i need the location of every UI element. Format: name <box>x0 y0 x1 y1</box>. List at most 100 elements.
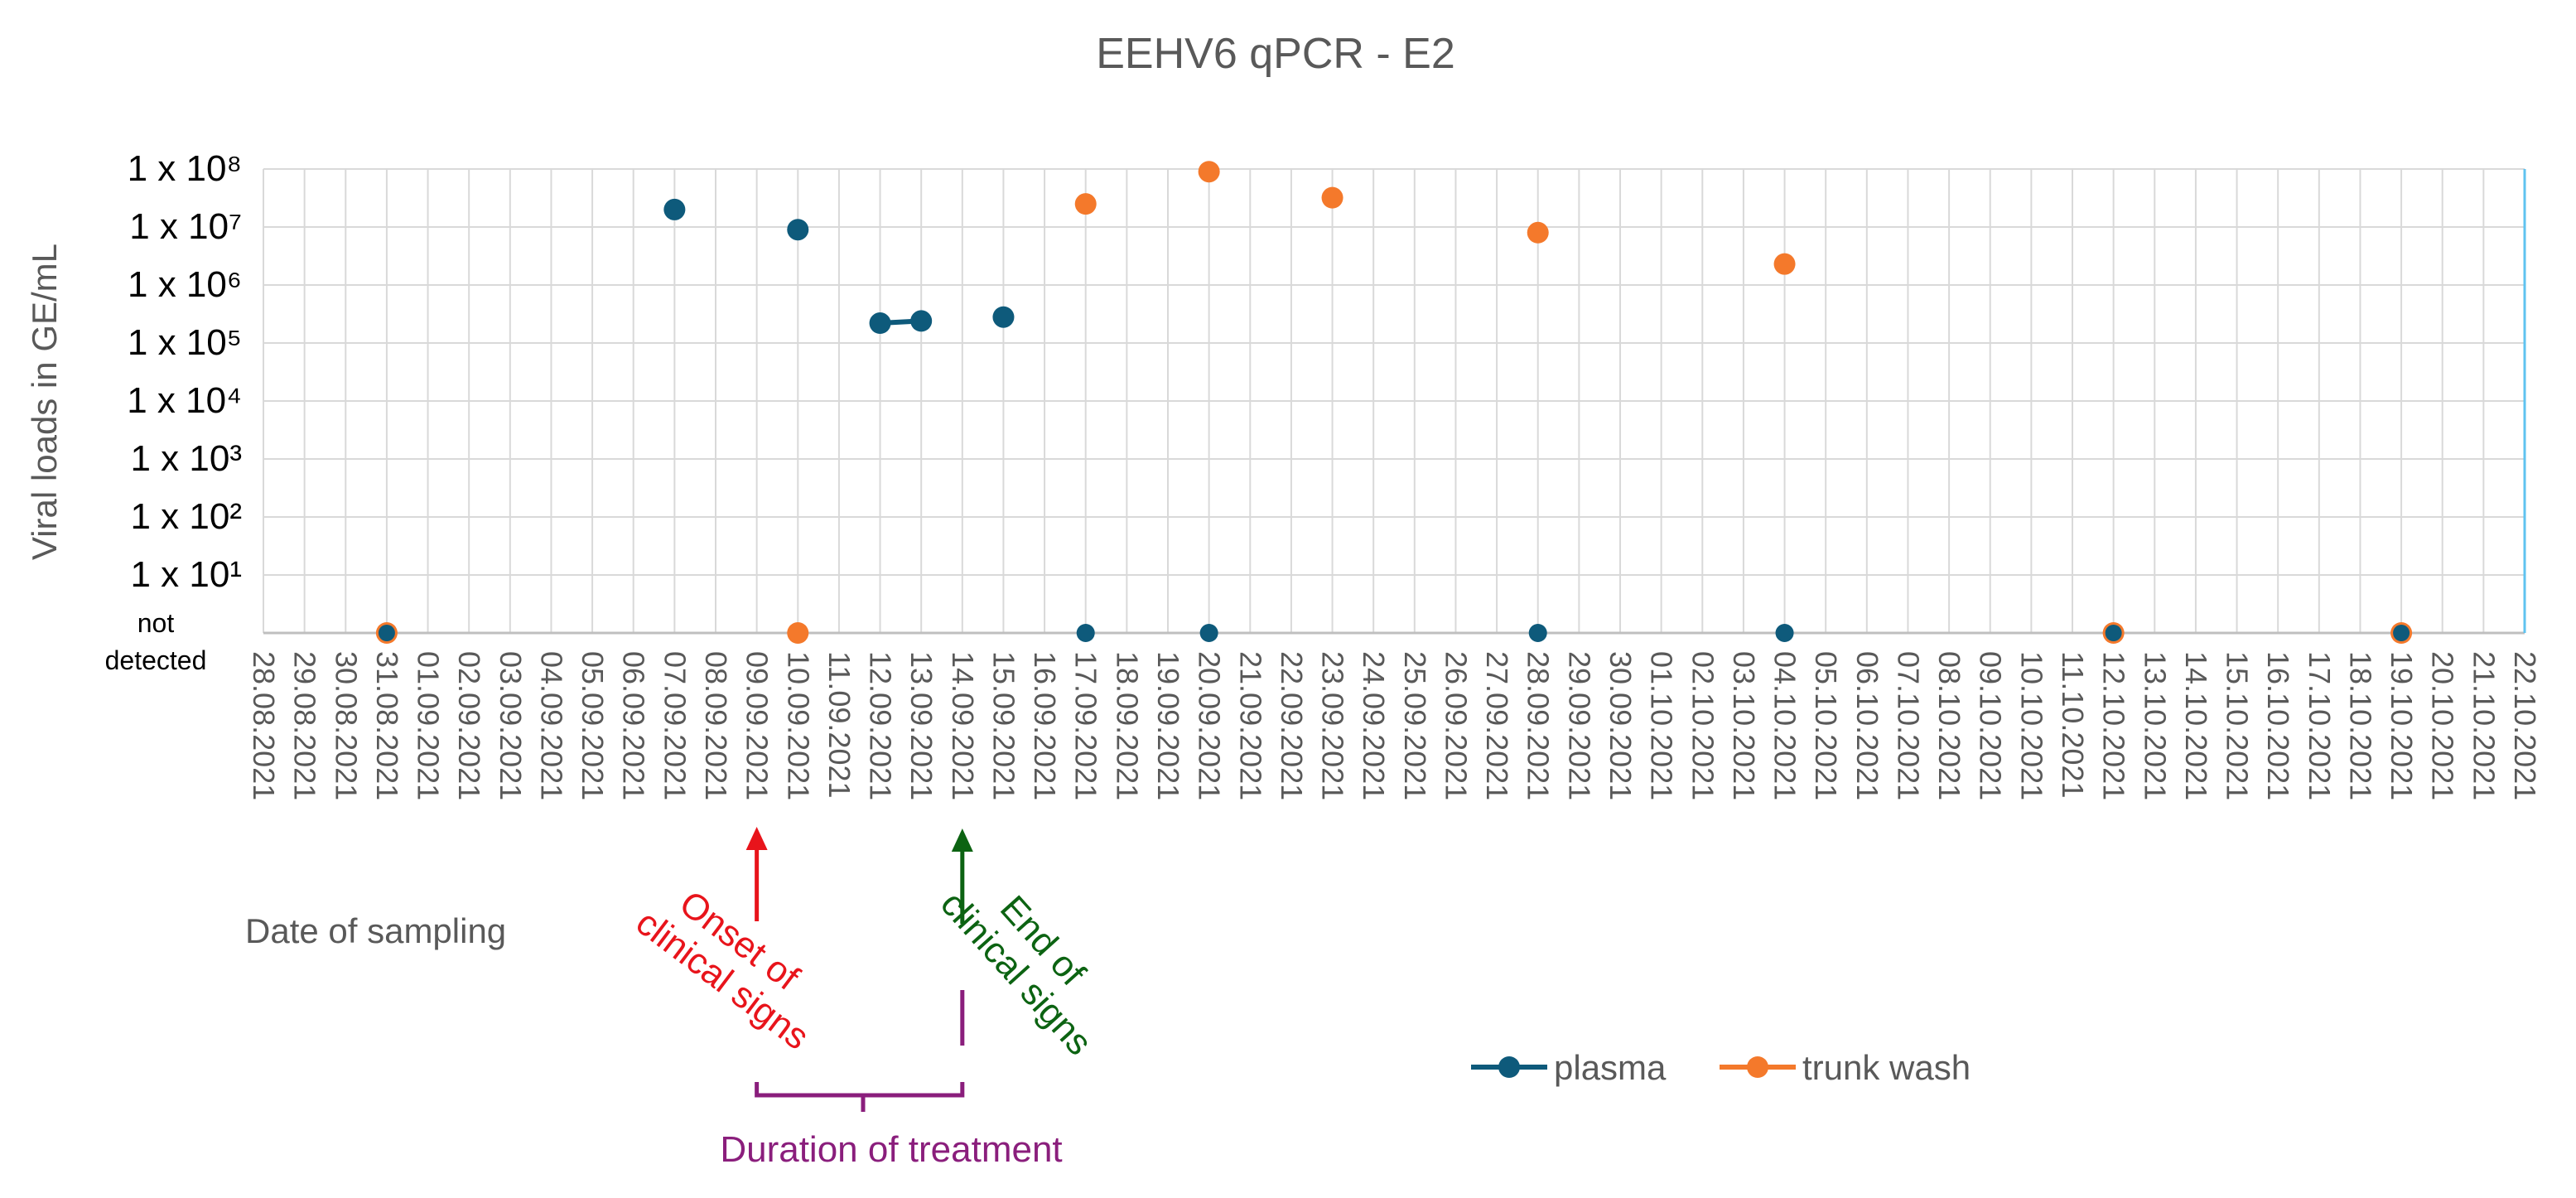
data-point <box>1321 186 1343 209</box>
x-tick-label: 09.09.2021 <box>740 651 774 800</box>
x-tick-label: 16.10.2021 <box>2261 651 2295 800</box>
data-point <box>1776 625 1793 641</box>
x-tick-label: 12.09.2021 <box>864 651 898 800</box>
data-point <box>378 625 395 641</box>
legend-label: trunk wash <box>1802 1048 1971 1087</box>
y-axis-ticks: 1 x 10¹ 1 x 10² 1 x 10³ 1 x 10⁴ 1 x 10⁵ 1 x 1… <box>105 148 242 675</box>
x-tick-label: 21.10.2021 <box>2467 651 2501 800</box>
x-tick-label: 13.10.2021 <box>2138 651 2172 800</box>
y-axis-label: Viral loads in GE/mL <box>25 244 64 560</box>
x-tick-label: 19.10.2021 <box>2385 651 2419 800</box>
x-tick-label: 31.08.2021 <box>370 651 404 800</box>
legend-marker <box>1498 1056 1520 1078</box>
legend-marker <box>1747 1056 1768 1078</box>
legend-item-trunk-wash: trunk wash <box>1720 1048 1971 1087</box>
x-tick-label: 13.09.2021 <box>904 651 938 800</box>
x-axis-label: Date of sampling <box>245 911 506 950</box>
x-tick-label: 30.08.2021 <box>329 651 363 800</box>
x-tick-label: 10.09.2021 <box>781 651 815 800</box>
x-tick-label: 09.10.2021 <box>1974 651 2008 800</box>
x-tick-label: 07.10.2021 <box>1891 651 1925 800</box>
x-tick-label: 12.10.2021 <box>2097 651 2131 800</box>
x-tick-label: 08.09.2021 <box>699 651 733 800</box>
grid <box>263 168 2526 635</box>
x-tick-label: 22.09.2021 <box>1275 651 1309 800</box>
x-tick-label: 17.10.2021 <box>2303 651 2337 800</box>
y-tick-label: 1 x 10⁴ <box>127 380 242 421</box>
x-tick-label: 03.09.2021 <box>494 651 528 800</box>
data-point <box>1198 161 1220 183</box>
data-point <box>787 219 809 241</box>
x-tick-label: 05.10.2021 <box>1809 651 1843 800</box>
x-tick-label: 30.09.2021 <box>1604 651 1638 800</box>
y-tick-label: 1 x 10⁵ <box>128 322 242 363</box>
x-tick-label: 20.09.2021 <box>1193 651 1227 800</box>
x-tick-label: 16.09.2021 <box>1028 651 1062 800</box>
x-tick-label: 02.10.2021 <box>1686 651 1720 800</box>
x-tick-label: 25.09.2021 <box>1398 651 1432 800</box>
x-tick-label: 28.08.2021 <box>247 651 281 800</box>
x-tick-label: 07.09.2021 <box>658 651 692 800</box>
treatment-bracket <box>755 1082 965 1098</box>
end-arrow-head <box>951 828 973 852</box>
y-tick-label: 1 x 10³ <box>130 438 242 479</box>
x-tick-label: 29.08.2021 <box>288 651 322 800</box>
y-tick-label: 1 x 10⁷ <box>129 206 242 247</box>
x-tick-label: 27.09.2021 <box>1480 651 1514 800</box>
x-axis-ticks: 28.08.2021 29.08.2021 30.08.2021 31.08.2021… <box>247 651 2542 800</box>
x-tick-label: 19.09.2021 <box>1151 651 1185 800</box>
x-tick-label: 17.09.2021 <box>1069 651 1103 800</box>
y-tick-label: 1 x 10⁸ <box>128 148 242 189</box>
y-tick-label: 1 x 10⁶ <box>128 264 242 305</box>
x-tick-label: 23.09.2021 <box>1316 651 1350 800</box>
y-tick-label: 1 x 10¹ <box>130 554 242 595</box>
x-tick-label: 14.09.2021 <box>946 651 980 800</box>
legend: plasma trunk wash <box>1471 1048 1971 1087</box>
onset-arrow-head <box>745 827 768 850</box>
legend-label: plasma <box>1554 1048 1667 1087</box>
x-tick-label: 01.10.2021 <box>1645 651 1679 800</box>
data-point <box>1773 253 1796 275</box>
y-tick-label: 1 x 10² <box>130 496 242 537</box>
x-tick-label: 11.10.2021 <box>2056 651 2090 799</box>
data-point <box>1527 221 1549 244</box>
x-tick-label: 08.10.2021 <box>1932 651 1966 800</box>
x-tick-label: 18.10.2021 <box>2343 651 2377 800</box>
x-tick-label: 18.09.2021 <box>1110 651 1144 800</box>
treatment-label: Duration of treatment <box>720 1129 1062 1170</box>
x-tick-label: 15.10.2021 <box>2221 651 2255 800</box>
data-point <box>869 312 891 335</box>
data-point <box>2393 625 2410 641</box>
x-tick-label: 26.09.2021 <box>1439 651 1473 800</box>
x-tick-label: 10.10.2021 <box>2014 651 2048 800</box>
x-tick-label: 04.09.2021 <box>534 651 568 800</box>
x-tick-label: 15.09.2021 <box>987 651 1020 800</box>
x-tick-label: 11.09.2021 <box>822 651 856 799</box>
data-point <box>2105 625 2122 641</box>
x-tick-label: 22.10.2021 <box>2508 651 2542 800</box>
data-point <box>992 306 1015 328</box>
x-tick-label: 06.09.2021 <box>617 651 651 800</box>
x-tick-label: 04.10.2021 <box>1768 651 1802 800</box>
x-tick-label: 06.10.2021 <box>1850 651 1884 800</box>
legend-item-plasma: plasma <box>1471 1048 1667 1087</box>
x-tick-label: 21.09.2021 <box>1233 651 1267 800</box>
data-point <box>1529 625 1546 641</box>
data-point <box>910 310 933 332</box>
x-tick-label: 01.09.2021 <box>412 651 446 800</box>
x-tick-label: 28.09.2021 <box>1522 651 1556 800</box>
x-tick-label: 14.10.2021 <box>2179 651 2213 800</box>
x-tick-label: 02.09.2021 <box>452 651 486 800</box>
x-tick-label: 03.10.2021 <box>1727 651 1761 800</box>
data-point <box>1074 193 1097 215</box>
data-point <box>663 198 686 220</box>
x-tick-label: 29.09.2021 <box>1562 651 1596 800</box>
x-tick-label: 24.09.2021 <box>1357 651 1391 800</box>
y-tick-label-not-detected: not <box>137 608 175 638</box>
x-tick-label: 20.10.2021 <box>2426 651 2460 800</box>
y-tick-label-not-detected: detected <box>105 645 207 675</box>
data-point <box>787 622 809 644</box>
